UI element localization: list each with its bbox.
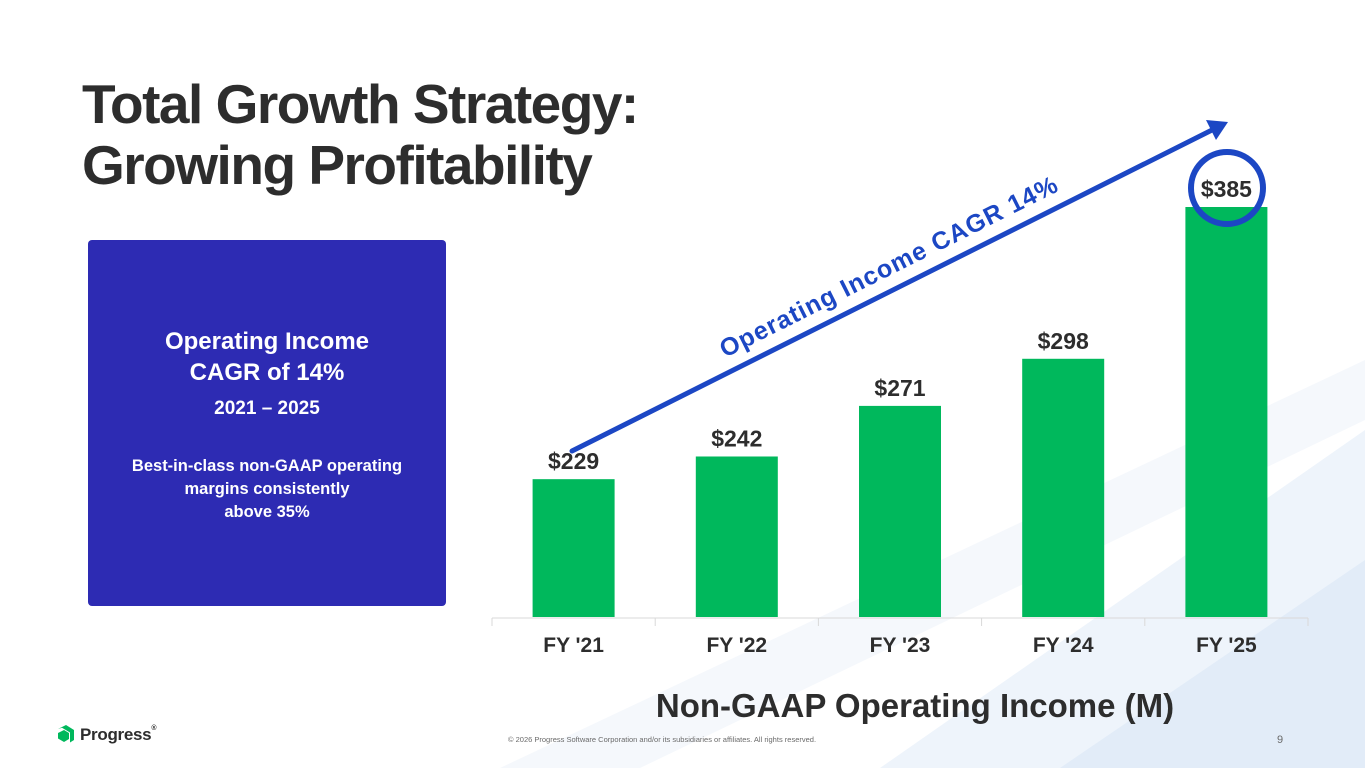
info-desc-line-2: margins consistently — [184, 480, 350, 498]
info-headline-line-2: CAGR of 14% — [189, 359, 345, 386]
bar-value-label: $271 — [874, 375, 925, 401]
info-headline: Operating Income CAGR of 14% — [88, 326, 446, 388]
category-label: FY '22 — [706, 634, 767, 657]
bar-value-label: $298 — [1038, 328, 1089, 354]
info-description: Best-in-class non-GAAP operating margins… — [98, 455, 436, 524]
value-labels-layer: $229$242$271$298$385 — [548, 176, 1252, 474]
slide-title: Total Growth Strategy: Growing Profitabi… — [82, 73, 639, 196]
bar-4 — [1022, 358, 1105, 617]
category-label: FY '23 — [870, 634, 931, 657]
bar-3 — [859, 405, 941, 617]
slide-title-line-2: Growing Profitability — [82, 134, 593, 196]
bar-2 — [695, 456, 778, 617]
progress-logo: Progress® — [56, 724, 156, 746]
category-label: FY '24 — [1033, 634, 1094, 657]
bar-5 — [1185, 207, 1268, 617]
x-axis-ticks — [491, 618, 1309, 626]
info-years: 2021 – 2025 — [214, 398, 320, 419]
bar-1 — [532, 479, 615, 617]
category-label: FY '21 — [543, 634, 604, 657]
info-desc-line-1: Best-in-class non-GAAP operating — [131, 457, 403, 475]
bars-layer — [532, 207, 1268, 617]
progress-logo-text: Progress® — [80, 725, 157, 744]
progress-logo-icon — [58, 725, 74, 743]
info-desc-line-3: above 35% — [224, 503, 310, 521]
trend-arrow-head — [1206, 120, 1228, 140]
info-headline-line-1: Operating Income — [164, 328, 370, 355]
highlight-circle — [1188, 149, 1266, 227]
chart-title: Non-GAAP Operating Income (M) — [655, 687, 1175, 724]
slide-title-line-1: Total Growth Strategy: — [82, 73, 639, 135]
bar-value-label: $385 — [1201, 176, 1252, 202]
category-label: FY '25 — [1196, 634, 1257, 657]
cagr-trend-arrow — [569, 120, 1228, 454]
page-number: 9 — [1277, 734, 1284, 746]
category-labels-layer: FY '21 FY '22 FY '23 FY '24 FY '25 — [543, 634, 1257, 657]
trend-annotation: Operating Income CAGR 14% — [715, 170, 1063, 363]
copyright-footer: © 2026 Progress Software Corporation and… — [508, 735, 817, 744]
bar-value-label: $242 — [711, 425, 762, 451]
cagr-info-box: Operating Income CAGR of 14% 2021 – 2025… — [88, 240, 446, 606]
trend-arrow-line — [569, 126, 1217, 454]
